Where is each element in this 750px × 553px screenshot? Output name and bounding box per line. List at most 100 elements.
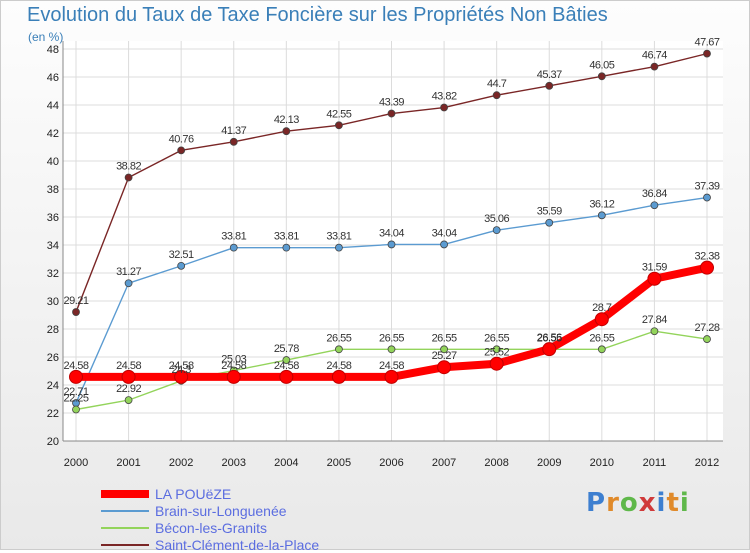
data-point [597,72,606,81]
data-label: 24.58 [326,360,351,372]
brand-letter: o [619,488,639,518]
data-point [335,243,343,252]
data-point [545,81,554,90]
data-label: 25.78 [274,343,299,355]
series-0 [72,49,711,316]
data-point [282,127,291,136]
data-label: 24.58 [169,360,194,372]
brand-letter: t [666,488,680,518]
data-label: 33.81 [274,231,299,243]
legend-label: LA POUëZE [155,485,232,502]
data-point [282,243,291,252]
data-point [594,312,609,327]
data-point [69,369,83,384]
data-point [597,211,606,220]
data-point [124,173,133,182]
data-label: 25.52 [484,347,509,359]
data-label: 26.55 [379,332,404,344]
y-tick-label: 40 [47,156,59,168]
data-label: 36.12 [589,198,614,210]
data-label: 34.04 [432,227,457,239]
y-tick-label: 42 [47,128,59,140]
data-point [597,345,606,354]
brand-letter: i [679,488,690,518]
data-point [387,345,396,354]
chart-subtitle: (en %) [28,30,64,44]
data-point [703,335,711,343]
y-tick-label: 46 [47,72,59,84]
data-label: 34.04 [379,227,404,239]
legend-item: LA POUëZE [101,485,319,502]
data-point [492,91,501,100]
data-point [279,369,294,384]
data-label: 42.13 [274,114,299,126]
legend-swatch [101,526,149,529]
y-tick-label: 48 [47,44,59,56]
data-label: 35.06 [484,213,509,225]
data-point [335,121,343,130]
data-point [437,360,452,375]
data-label: 24.3 [171,364,191,376]
data-point [121,369,136,384]
series-1 [72,193,711,407]
legend-label: Bécon-les-Granits [155,519,268,536]
x-tick-label: 2012 [695,457,719,469]
data-point [124,279,133,288]
brand-logo: Proxiti [586,488,690,518]
legend-swatch [101,543,149,546]
data-label: 26.55 [432,332,457,344]
data-label: 26.55 [326,332,351,344]
x-tick-label: 2003 [222,457,246,469]
data-label: 24.58 [274,360,299,372]
data-label: 40.76 [169,133,194,145]
data-label: 26.55 [484,332,509,344]
data-label: 46.74 [642,50,667,62]
chart-title: Evolution du Taux de Taxe Foncière sur l… [27,4,608,26]
axes: 20 22 24 26 28 30 32 34 36 38 40 42 44 46 48 2000 2001 20… [47,41,723,469]
data-label: 27.84 [642,314,667,326]
data-point [700,260,714,275]
brand-letter: P [586,488,607,518]
data-point [331,369,346,384]
x-tick-label: 2000 [64,457,88,469]
data-label: 31.27 [116,266,141,278]
data-point [282,356,291,364]
y-tick-label: 22 [47,408,59,420]
data-point [335,345,343,354]
data-label: 27.28 [694,322,719,334]
data-label: 35.59 [537,206,562,218]
data-point [72,405,80,414]
x-tick-label: 2008 [484,457,508,469]
data-point [174,369,189,384]
legend-item: Brain-sur-Longuenée [101,502,319,519]
data-label: 38.82 [116,161,141,173]
data-label: 43.39 [379,97,404,109]
y-tick-label: 34 [47,240,59,252]
data-point [703,193,711,202]
data-label: 37.39 [694,181,719,193]
data-label: 43.82 [432,91,457,103]
data-point [650,62,659,71]
data-point [124,396,133,405]
y-tick-label: 38 [47,184,59,196]
data-label: 29.21 [63,295,88,307]
data-label: 24.58 [63,360,88,372]
data-point [387,109,396,118]
brand-letter: i [656,488,667,518]
y-tick-label: 26 [47,352,59,364]
data-label: 22.25 [63,393,88,405]
legend-label: Brain-sur-Longuenée [155,502,287,519]
data-label: 24.58 [116,360,141,372]
legend-item: Saint-Clément-de-la-Place [101,536,319,553]
data-label: 24.58 [379,360,404,372]
series-3 [69,260,714,384]
data-point [703,49,711,58]
y-tick-label: 28 [47,324,59,336]
data-point [440,240,448,249]
data-label: 25.03 [221,354,246,366]
data-point [542,342,557,357]
data-label: 25.27 [432,350,457,362]
data-label: 22.71 [63,386,88,398]
